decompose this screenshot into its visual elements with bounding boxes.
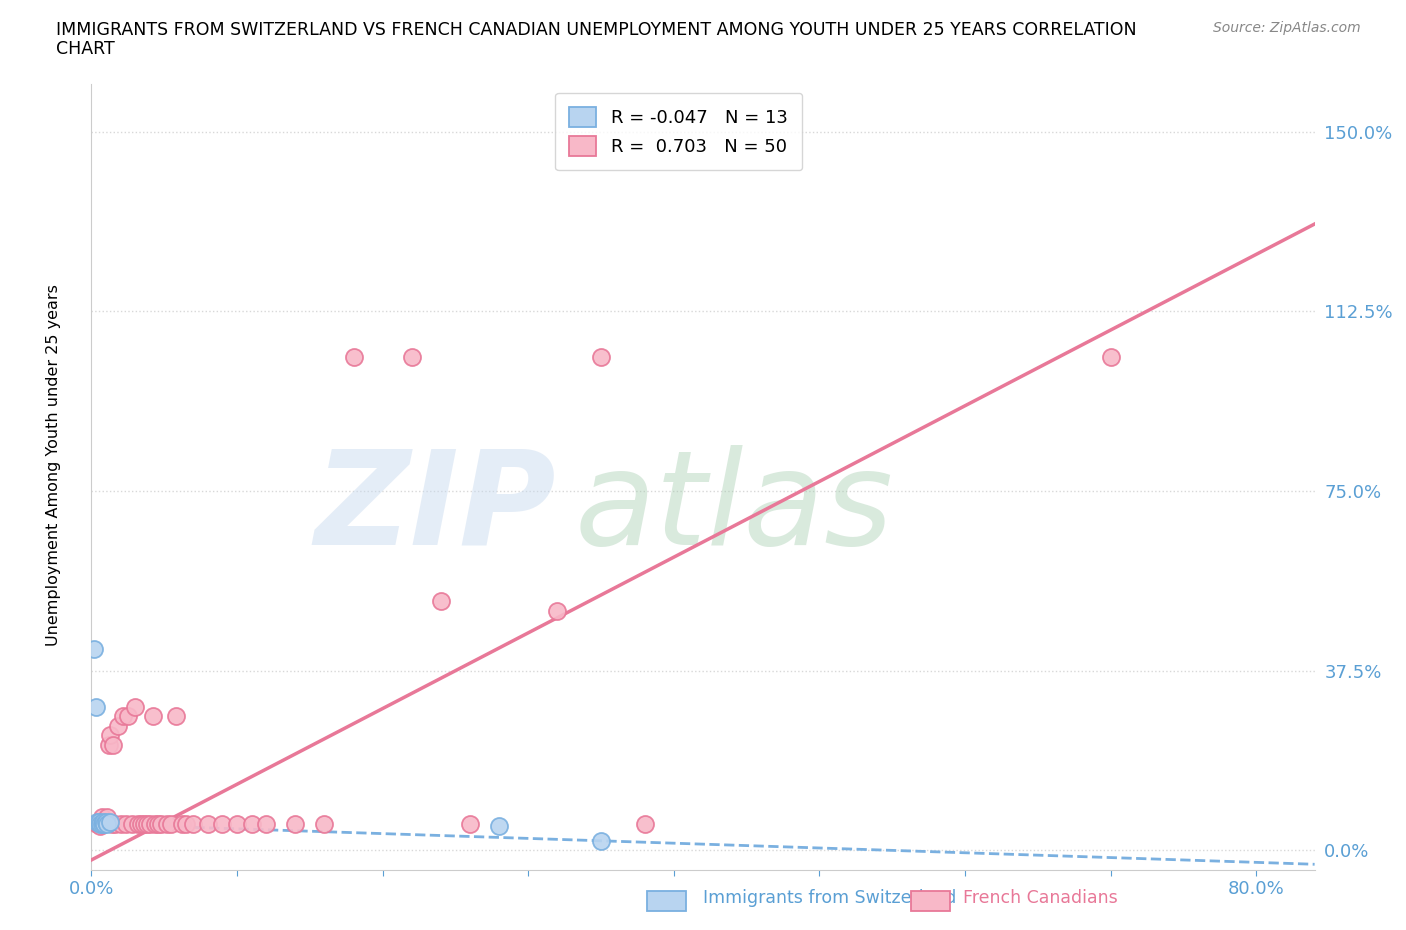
Point: [174, 817, 197, 831]
Point: [141, 709, 165, 724]
Point: [145, 817, 167, 831]
Point: [83, 642, 105, 657]
Point: [115, 817, 138, 831]
Point: [93, 817, 115, 831]
Point: [98, 814, 121, 829]
Point: [197, 817, 219, 831]
Point: [90, 817, 112, 831]
Text: Immigrants from Switzerland: Immigrants from Switzerland: [703, 889, 956, 907]
Point: [86, 817, 108, 831]
Point: [254, 817, 277, 831]
Point: [170, 817, 193, 831]
Text: French Canadians: French Canadians: [963, 889, 1118, 907]
Point: [240, 817, 263, 831]
Point: [458, 817, 481, 831]
Point: [94, 814, 117, 829]
Legend: R = -0.047   N = 13, R =  0.703   N = 50: R = -0.047 N = 13, R = 0.703 N = 50: [555, 93, 803, 170]
Point: [89, 819, 111, 834]
Point: [314, 817, 336, 831]
Point: [96, 817, 118, 831]
Point: [135, 817, 157, 831]
Point: [87, 814, 110, 829]
Point: [91, 817, 114, 831]
Point: [86, 814, 108, 829]
Text: atlas: atlas: [575, 445, 893, 572]
Point: [91, 814, 114, 829]
Point: [107, 718, 129, 733]
Point: [97, 737, 120, 752]
Point: [591, 350, 613, 365]
Point: [121, 817, 143, 831]
Point: [112, 709, 135, 724]
Point: [183, 817, 205, 831]
Point: [546, 604, 568, 618]
Text: Source: ZipAtlas.com: Source: ZipAtlas.com: [1213, 21, 1361, 35]
Point: [104, 817, 127, 831]
Point: [93, 814, 115, 829]
Point: [84, 699, 107, 714]
Point: [211, 817, 233, 831]
Point: [127, 817, 149, 831]
Point: [101, 817, 124, 831]
Point: [226, 817, 249, 831]
Point: [90, 809, 112, 824]
Point: [342, 350, 364, 365]
Point: [284, 817, 307, 831]
Point: [634, 817, 657, 831]
Point: [1099, 350, 1122, 365]
Point: [132, 817, 155, 831]
Point: [488, 819, 510, 834]
Point: [87, 814, 110, 829]
Text: ZIP: ZIP: [315, 445, 557, 572]
Text: CHART: CHART: [56, 40, 115, 58]
Point: [150, 817, 173, 831]
Point: [117, 709, 139, 724]
Point: [156, 817, 179, 831]
Point: [89, 817, 111, 831]
Point: [138, 817, 160, 831]
Point: [94, 814, 117, 829]
Point: [124, 699, 146, 714]
Point: [591, 833, 613, 848]
Point: [110, 817, 132, 831]
Point: [430, 593, 453, 608]
Text: IMMIGRANTS FROM SWITZERLAND VS FRENCH CANADIAN UNEMPLOYMENT AMONG YOUTH UNDER 25: IMMIGRANTS FROM SWITZERLAND VS FRENCH CA…: [56, 21, 1137, 39]
Point: [103, 737, 125, 752]
Text: Unemployment Among Youth under 25 years: Unemployment Among Youth under 25 years: [46, 284, 60, 646]
Point: [401, 350, 423, 365]
Point: [96, 809, 118, 824]
Point: [98, 728, 121, 743]
Point: [129, 817, 152, 831]
Point: [165, 709, 187, 724]
Point: [160, 817, 183, 831]
Point: [148, 817, 170, 831]
